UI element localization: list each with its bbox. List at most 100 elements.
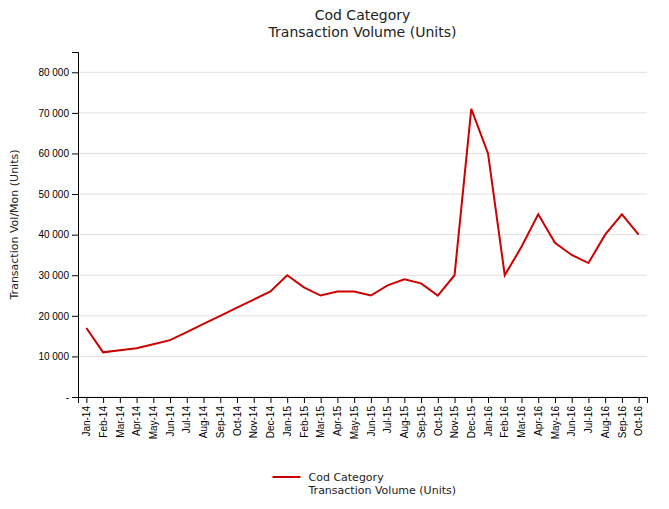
x-tick: Jan-16: [483, 397, 494, 437]
tick-label: -: [66, 392, 69, 403]
grid-line: [78, 153, 647, 154]
tick-mark: [455, 397, 456, 403]
grid-line: [78, 72, 647, 73]
tick-mark: [622, 397, 623, 403]
y-tick: 60 000: [38, 148, 78, 159]
tick-label: Jul-16: [583, 406, 594, 434]
x-tick: Sep-16: [617, 397, 628, 438]
tick-mark: [371, 397, 372, 403]
tick-label: Apr-15: [332, 406, 343, 436]
tick-mark: [120, 397, 121, 403]
axis-line: [79, 398, 648, 404]
tick-mark: [72, 316, 78, 317]
tick-label: Jan-16: [483, 406, 494, 437]
x-tick: Aug-14: [198, 397, 209, 438]
tick-mark: [72, 113, 78, 114]
tick-label: Aug-15: [399, 406, 410, 439]
tick-label: Aug-16: [600, 406, 611, 439]
tick-label: Nov-14: [248, 406, 259, 439]
grid-line: [78, 356, 647, 357]
grid-line: [78, 194, 647, 195]
tick-label: Aug-14: [198, 406, 209, 439]
x-tick: Apr-16: [533, 397, 544, 436]
tick-mark: [72, 153, 78, 154]
tick-label: Jul-14: [181, 406, 192, 434]
grid-line: [78, 112, 647, 113]
tick-mark: [354, 397, 355, 403]
tick-mark: [72, 356, 78, 357]
tick-mark: [237, 397, 238, 403]
tick-label: Jun-14: [165, 406, 176, 437]
tick-label: May-14: [148, 406, 159, 440]
tick-mark: [588, 397, 589, 403]
tick-mark: [72, 275, 78, 276]
x-tick: Aug-16: [600, 397, 611, 438]
x-tick: Mar-16: [516, 397, 527, 438]
tick-mark: [86, 397, 87, 403]
tick-mark: [488, 397, 489, 403]
tick-label: May-15: [349, 406, 360, 440]
y-tick: 40 000: [38, 229, 78, 240]
y-tick: 20 000: [38, 311, 78, 322]
grid-line: [78, 234, 647, 235]
x-tick: Nov-14: [248, 397, 259, 438]
tick-mark: [220, 397, 221, 403]
tick-mark: [471, 397, 472, 403]
tick-mark: [538, 397, 539, 403]
tick-mark: [404, 397, 405, 403]
tick-label: Jan-15: [282, 406, 293, 437]
tick-mark: [72, 235, 78, 236]
x-tick: May-15: [349, 397, 360, 439]
tick-label: 80 000: [38, 67, 69, 78]
tick-label: Jun-16: [566, 406, 577, 437]
title: Cod CategoryTransaction Volume (Units): [268, 7, 457, 40]
x-tick: Dec-14: [265, 397, 276, 438]
tick-mark: [337, 397, 338, 403]
tick-label: 60 000: [38, 148, 69, 159]
x-tick: Nov-15: [449, 397, 460, 438]
x-tick: Jul-16: [583, 397, 594, 433]
tick-mark: [521, 397, 522, 403]
tick-mark: [505, 397, 506, 403]
tick-label: Mar-14: [115, 406, 126, 438]
x-tick: Apr-15: [332, 397, 343, 436]
x-tick: Sep-15: [416, 397, 427, 438]
tick-label: Apr-16: [533, 406, 544, 436]
tick-label: Mar-15: [315, 406, 326, 438]
tick-mark: [137, 397, 138, 403]
tick-label: Jan-14: [81, 406, 92, 437]
x-tick: Aug-15: [399, 397, 410, 438]
legend: Cod CategoryTransaction Volume (Units): [273, 471, 457, 497]
chart: -10 00020 00030 00040 00050 00060 00070 …: [0, 0, 669, 509]
x-tick: Feb-14: [98, 397, 109, 438]
y-tick: 10 000: [38, 351, 78, 362]
tick-mark: [254, 397, 255, 403]
x-tick: Mar-14: [115, 397, 126, 438]
tick-mark: [153, 397, 154, 403]
x-tick: Dec-15: [466, 397, 477, 438]
tick-label: Oct-15: [433, 406, 444, 436]
tick-label: Apr-14: [131, 406, 142, 436]
tick-mark: [287, 397, 288, 403]
tick-mark: [321, 397, 322, 403]
x-tick: Apr-14: [131, 397, 142, 436]
tick-label: Feb-14: [98, 406, 109, 438]
tick-label: 10 000: [38, 351, 69, 362]
x-tick: Oct-15: [433, 397, 444, 436]
tick-label: Mar-16: [516, 406, 527, 438]
tick-label: Dec-14: [265, 406, 276, 439]
tick-label: Oct-14: [232, 406, 243, 436]
tick-label: Jul-15: [382, 406, 393, 434]
x-tick: Jun-16: [566, 397, 577, 437]
x-tick: Jan-14: [81, 397, 92, 437]
y-tick: 70 000: [38, 108, 78, 119]
x-tick: Feb-15: [299, 397, 310, 438]
legend-label: Cod CategoryTransaction Volume (Units): [308, 471, 457, 497]
tick-mark: [204, 397, 205, 403]
tick-label: Sep-14: [215, 406, 226, 439]
tick-mark: [72, 72, 78, 73]
x-tick: May-16: [550, 397, 561, 439]
tick-label: Dec-15: [466, 406, 477, 439]
tick-label: 40 000: [38, 229, 69, 240]
tick-label: Oct-16: [633, 406, 644, 436]
